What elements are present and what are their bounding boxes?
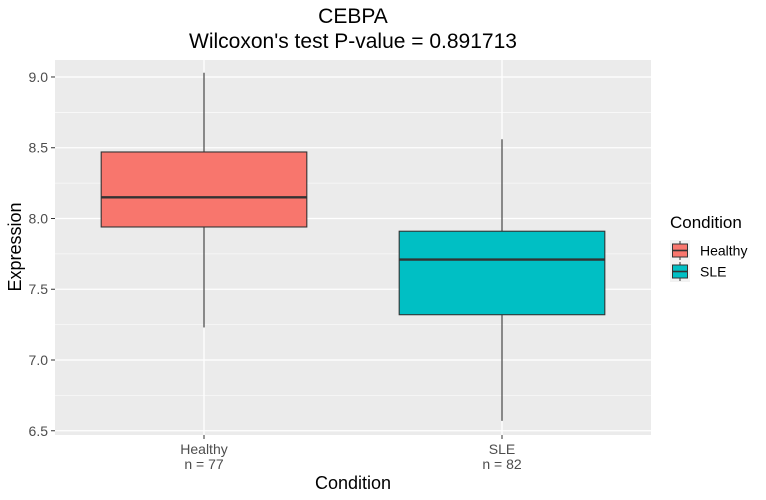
y-tick-label: 6.5: [29, 423, 49, 439]
y-tick-label: 9.0: [29, 69, 49, 85]
chart-subtitle: Wilcoxon's test P-value = 0.891713: [189, 30, 517, 53]
legend-title: Condition: [670, 213, 742, 232]
legend-key-sle: [670, 261, 690, 282]
legend: Condition Healthy SLE: [670, 213, 747, 282]
x-tick-label: Healthy: [180, 441, 227, 457]
x-tick-count-label: n = 77: [184, 456, 224, 472]
box-body: [398, 230, 606, 316]
chart-title: CEBPA: [318, 5, 388, 28]
box-healthy: [100, 72, 308, 328]
legend-label: SLE: [700, 264, 726, 280]
y-axis: 6.5 7.0 7.5 8.0 8.5 9.0: [29, 69, 55, 439]
x-tick-count-label: n = 82: [482, 456, 522, 472]
y-tick-label: 7.5: [29, 281, 49, 297]
y-axis-title: Expression: [5, 202, 25, 291]
boxes: [100, 72, 606, 421]
box-sle: [398, 139, 606, 421]
x-tick-label: SLE: [489, 441, 515, 457]
x-axis-title: Condition: [315, 473, 391, 493]
y-tick-label: 8.5: [29, 140, 49, 156]
legend-label: Healthy: [700, 243, 747, 259]
box-body: [100, 151, 308, 228]
y-tick-label: 7.0: [29, 352, 49, 368]
y-tick-label: 8.0: [29, 210, 49, 226]
legend-key-healthy: [670, 240, 690, 261]
